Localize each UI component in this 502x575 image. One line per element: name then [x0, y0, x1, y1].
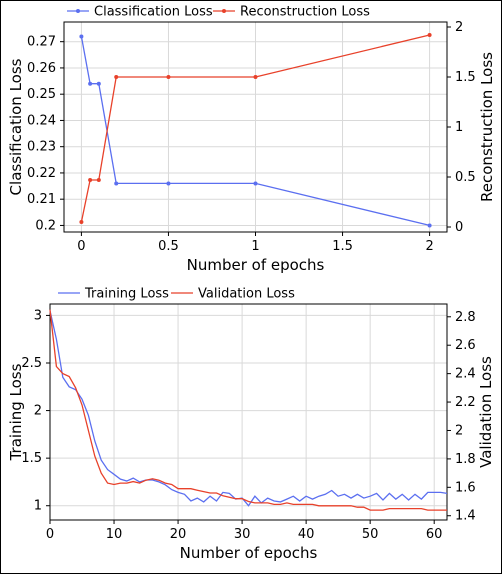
- chart1-legend-label-1: Classification Loss: [94, 5, 213, 20]
- chart1-legend-label-2: Reconstruction Loss: [240, 5, 370, 20]
- chart2-y-tick-label: 1: [34, 499, 42, 514]
- chart1-series-1-point: [166, 181, 171, 186]
- chart2-plot-area: [49, 303, 448, 521]
- chart1-y-tick-label: 0.25: [27, 87, 56, 102]
- chart2-y2-tick-label: 1.4: [455, 509, 476, 524]
- chart1-series-2-point: [427, 33, 432, 37]
- chart1-y2-tick-label: 0.5: [455, 170, 476, 185]
- chart2-legend-label-1: Training Loss: [84, 287, 169, 302]
- chart1-x-tick-label: 0.5: [158, 239, 179, 254]
- chart1-y2-tick-label: 1: [455, 120, 463, 135]
- chart1-series-1-point: [253, 181, 258, 186]
- chart1-series-1-point: [427, 223, 432, 228]
- chart2-y2-axis-label: Validation Loss: [477, 356, 495, 468]
- chart1-y-tick-label: 0.24: [27, 113, 56, 128]
- chart1-series-2-point: [96, 178, 101, 182]
- chart2-y2-tick-label: 1.6: [455, 480, 476, 495]
- chart1-x-tick-label: 1.5: [332, 239, 353, 254]
- chart1-series-1-point: [79, 34, 84, 39]
- chart1-y-axis-label: Classification Loss: [7, 58, 25, 195]
- chart2-x-tick-label: 0: [46, 527, 54, 542]
- chart1-y2-axis-label: Reconstruction Loss: [478, 52, 496, 202]
- chart1-series-1-point: [114, 181, 119, 186]
- chart1-x-tick-label: 2: [425, 239, 433, 254]
- chart1-y2-tick-label: 2: [455, 20, 463, 35]
- chart1-y-tick-label: 0.26: [27, 61, 56, 76]
- chart2-y-tick-label: 2: [34, 404, 42, 419]
- chart1-series-1-point: [96, 81, 101, 86]
- chart1-x-axis-label: Number of epochs: [187, 256, 325, 274]
- chart1-x-tick-label: 1: [251, 239, 259, 254]
- chart2-y2-tick-label: 2: [455, 423, 463, 438]
- chart2-x-tick-label: 60: [426, 527, 443, 542]
- chart1-y-tick-label: 0.21: [27, 192, 56, 207]
- chart2-y2-tick-label: 1.8: [455, 452, 476, 467]
- chart2-series-line-2: [49, 309, 447, 511]
- chart1-legend-marker-1: [76, 9, 80, 13]
- chart1-y2-tick-label: 1.5: [455, 70, 476, 85]
- chart1-series-2-point: [253, 75, 258, 79]
- chart2-series-line-1: [49, 310, 448, 507]
- chart2-y2-tick-label: 2.4: [455, 367, 476, 382]
- chart1-y-tick-label: 0.27: [27, 35, 56, 50]
- chart2-y-axis-label: Training Loss: [7, 363, 25, 461]
- chart1-series-2-point: [114, 75, 119, 79]
- chart2-y-tick-label: 2.5: [21, 356, 42, 371]
- chart1-y-tick-label: 0.2: [35, 218, 56, 233]
- chart2-y2-tick-label: 2.2: [455, 395, 476, 410]
- chart2-legend-label-2: Validation Loss: [198, 287, 295, 302]
- chart1-series-2-point: [88, 178, 93, 182]
- chart1-y2-tick-label: 0: [455, 220, 463, 235]
- chart2-x-tick-label: 30: [234, 527, 251, 542]
- chart1-series-2-point: [166, 75, 171, 79]
- chart2-x-tick-label: 50: [362, 527, 379, 542]
- chart1-legend-marker-2: [222, 9, 226, 13]
- chart2-x-tick-label: 20: [170, 527, 187, 542]
- chart2-y-tick-label: 1.5: [21, 451, 42, 466]
- chart2-x-tick-label: 40: [298, 527, 315, 542]
- chart1-series-2-point: [79, 220, 84, 224]
- chart1-series-1-point: [88, 81, 93, 86]
- chart2-x-tick-label: 10: [106, 527, 123, 542]
- chart1-y-tick-label: 0.22: [27, 166, 56, 181]
- chart1-y-tick-label: 0.23: [27, 140, 56, 155]
- chart2-x-axis-label: Number of epochs: [180, 544, 318, 562]
- chart2-y-tick-label: 3: [34, 308, 42, 323]
- chart2-y2-tick-label: 2.8: [455, 310, 476, 325]
- chart2-y2-tick-label: 2.6: [455, 338, 476, 353]
- chart1-x-tick-label: 0: [77, 239, 85, 254]
